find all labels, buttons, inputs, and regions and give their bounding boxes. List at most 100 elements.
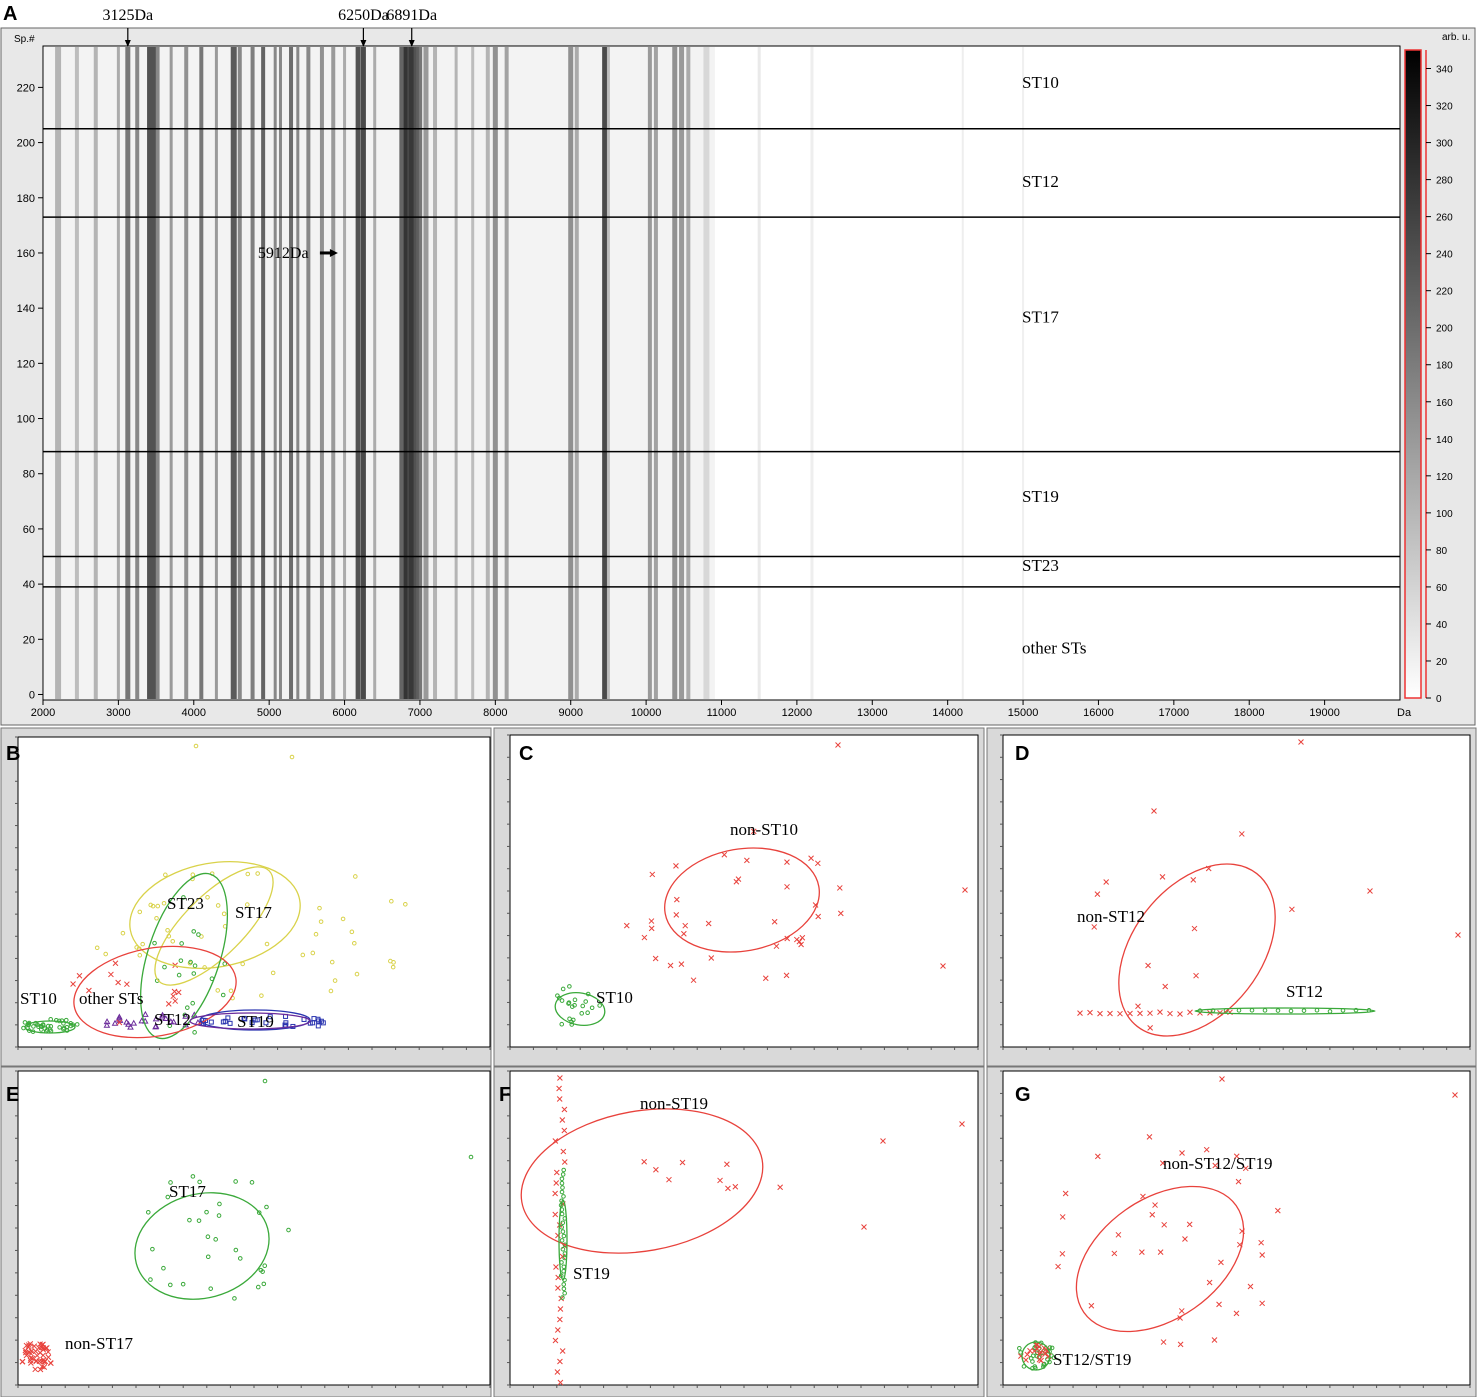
- data-point-circle: [580, 1003, 586, 1009]
- data-point-circle: [572, 1002, 577, 1008]
- data-point-x: [559, 1348, 566, 1354]
- data-point-x: [721, 851, 728, 858]
- spectral-band: [416, 47, 423, 699]
- data-point-circle: [560, 1229, 566, 1234]
- data-point-x: [70, 981, 76, 987]
- data-point-x: [1161, 1221, 1168, 1228]
- data-point-x: [732, 1183, 739, 1190]
- data-point-x: [1135, 1003, 1141, 1010]
- data-point-x: [673, 912, 680, 918]
- data-point-x: [777, 1184, 784, 1191]
- data-point-circle: [353, 874, 358, 879]
- data-point-x: [45, 1354, 52, 1361]
- data-point-x: [680, 930, 687, 937]
- spectral-band: [399, 47, 408, 699]
- data-point-x: [557, 1379, 564, 1386]
- data-point-circle: [389, 898, 394, 904]
- x-tick-label: 12000: [782, 707, 813, 719]
- y-tick-label: 60: [23, 524, 35, 536]
- data-point-x: [962, 887, 968, 893]
- data-point-x: [705, 920, 712, 927]
- data-point-square: [249, 1020, 255, 1026]
- data-point-x: [784, 859, 790, 866]
- spectral-band: [686, 47, 691, 699]
- x-tick-label: 19000: [1309, 707, 1340, 719]
- data-point-circle: [54, 1017, 59, 1023]
- data-point-circle: [168, 1282, 173, 1288]
- data-point-triangle: [127, 1023, 134, 1030]
- data-point-x: [553, 1180, 560, 1186]
- data-point-x: [86, 987, 92, 994]
- cluster-label: ST12: [1286, 982, 1323, 1001]
- data-point-x: [559, 1117, 566, 1123]
- spectral-band: [1022, 47, 1025, 699]
- y-tick-label: 200: [17, 138, 35, 150]
- colorbar-label: arb. u.: [1442, 32, 1470, 43]
- data-point-circle: [196, 1218, 202, 1223]
- x-tick-label: 6000: [332, 707, 356, 719]
- group-label: ST10: [1022, 73, 1059, 92]
- data-point-x: [557, 1316, 563, 1323]
- data-point-circle: [585, 1010, 590, 1016]
- data-point-x: [837, 910, 844, 917]
- data-point-circle: [216, 1213, 222, 1218]
- data-point-x: [678, 961, 685, 967]
- y-tick-label: 20: [23, 634, 35, 646]
- data-point-x: [1152, 1202, 1158, 1208]
- spectral-band: [433, 47, 438, 699]
- data-point-circle: [74, 1022, 80, 1027]
- data-point-x: [552, 1190, 559, 1197]
- data-point-square: [267, 1014, 273, 1020]
- data-point-x: [37, 1366, 44, 1373]
- data-point-x: [798, 941, 804, 948]
- x-axis-ticks: 2000 3000 4000 5000 6000 7000 8000 9000 10000 110…: [31, 700, 1340, 719]
- panel-plot-area: [1002, 734, 1471, 1048]
- data-point-x: [1274, 1207, 1281, 1214]
- group-label: ST17: [1022, 307, 1059, 326]
- panel-label: D: [1015, 743, 1029, 765]
- data-point-x: [23, 1352, 30, 1359]
- panel-label: C: [519, 743, 533, 765]
- data-point-x: [1117, 1010, 1123, 1017]
- cluster-label: ST10: [20, 989, 57, 1008]
- spectral-band: [116, 47, 120, 699]
- data-point-triangle: [115, 1015, 123, 1022]
- data-point-circle: [560, 1185, 565, 1190]
- data-point-circle: [145, 1209, 151, 1215]
- data-point-circle: [40, 1022, 46, 1027]
- data-point-circle: [137, 952, 143, 958]
- spectral-band: [408, 47, 419, 699]
- data-point-circle: [1051, 1355, 1057, 1361]
- panel-label: B: [6, 743, 20, 765]
- data-point-circle: [162, 964, 167, 970]
- confidence-ellipse: [24, 1020, 76, 1034]
- data-point-triangle: [170, 1018, 177, 1025]
- data-point-circle: [561, 1194, 566, 1199]
- confidence-ellipse: [1118, 863, 1276, 1037]
- data-point-circle: [148, 902, 154, 908]
- data-point-x: [554, 1369, 561, 1375]
- data-point-x: [553, 1169, 560, 1176]
- cluster-label: non-ST12/ST19: [1163, 1154, 1273, 1173]
- data-point-circle: [204, 1209, 209, 1215]
- data-point-circle: [213, 1237, 218, 1242]
- data-point-x: [1088, 1302, 1095, 1309]
- cluster-label: ST23: [167, 894, 204, 913]
- data-point-circle: [270, 970, 276, 976]
- data-point-x: [561, 1106, 568, 1113]
- x-tick-label: 11000: [707, 707, 737, 719]
- cluster-label: non-ST10: [730, 820, 798, 839]
- spectral-band: [306, 47, 311, 699]
- x-tick-label: 18000: [1234, 707, 1265, 719]
- cluster-label: other STs: [79, 989, 143, 1008]
- data-point-circle: [202, 965, 207, 970]
- data-point-x: [556, 1085, 562, 1092]
- data-point-x: [673, 862, 679, 869]
- spectral-band: [296, 47, 300, 699]
- data-point-x: [1160, 1339, 1167, 1345]
- spectral-band: [403, 47, 414, 699]
- data-point-circle: [179, 941, 184, 946]
- data-point-circle: [468, 1154, 474, 1160]
- colorbar-tick-label: 80: [1436, 546, 1448, 557]
- data-point-x: [557, 1358, 563, 1365]
